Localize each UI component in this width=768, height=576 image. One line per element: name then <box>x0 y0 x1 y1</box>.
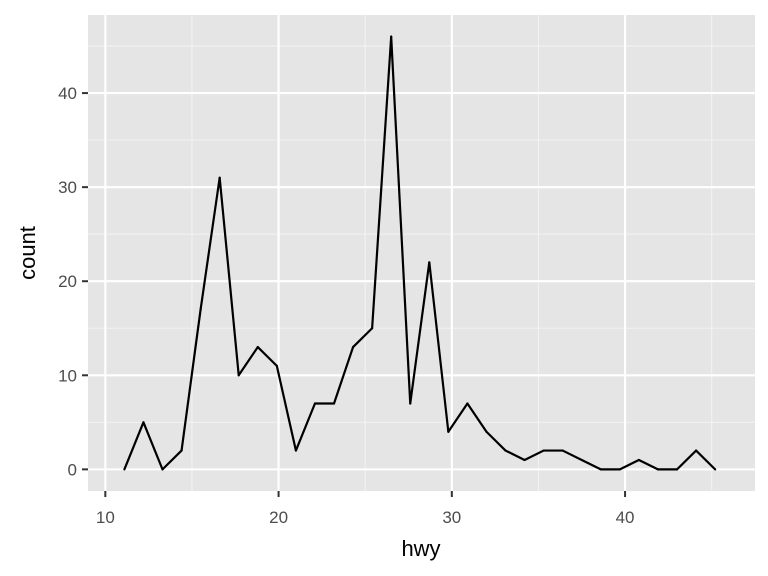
data-point <box>142 421 145 424</box>
y-tick-label: 0 <box>68 460 77 479</box>
major-gridlines <box>88 15 755 491</box>
data-point <box>447 430 450 433</box>
series-line <box>123 35 716 471</box>
data-point <box>656 468 660 471</box>
data-point <box>275 364 278 367</box>
series-layer <box>123 35 717 471</box>
data-point <box>161 468 164 471</box>
data-point <box>313 402 317 405</box>
data-point <box>523 458 526 462</box>
data-point <box>714 468 717 471</box>
data-point <box>409 402 412 405</box>
data-point <box>218 176 221 179</box>
x-tick-label: 10 <box>96 508 115 527</box>
data-point <box>428 261 431 264</box>
data-point <box>580 458 583 462</box>
data-point <box>466 402 469 405</box>
y-tick-label: 30 <box>58 178 77 197</box>
x-axis: 10 20 30 40 <box>96 491 635 527</box>
y-tick-label: 40 <box>58 84 77 103</box>
x-axis-title: hwy <box>401 536 440 561</box>
data-point <box>618 468 621 471</box>
data-point <box>542 449 545 452</box>
data-point <box>390 35 393 38</box>
plot-panel <box>88 15 755 491</box>
data-point <box>180 449 183 452</box>
data-point <box>332 402 336 405</box>
data-point <box>485 430 488 433</box>
data-point <box>256 345 259 349</box>
data-point <box>504 449 507 452</box>
data-point <box>237 374 240 377</box>
data-point <box>294 449 297 452</box>
x-tick-label: 30 <box>442 508 461 527</box>
data-point <box>371 327 374 330</box>
data-point <box>675 468 679 471</box>
y-axis-title: count <box>15 226 40 280</box>
data-point <box>637 458 641 462</box>
data-point <box>694 449 698 452</box>
y-axis: 0 10 20 30 40 <box>58 84 88 479</box>
data-point <box>599 468 602 471</box>
data-point <box>561 449 564 452</box>
x-tick-label: 20 <box>269 508 288 527</box>
x-tick-label: 40 <box>616 508 635 527</box>
data-point <box>351 345 355 349</box>
data-point <box>123 468 126 471</box>
y-tick-label: 10 <box>58 366 77 385</box>
data-point <box>199 308 202 311</box>
y-tick-label: 20 <box>58 272 77 291</box>
